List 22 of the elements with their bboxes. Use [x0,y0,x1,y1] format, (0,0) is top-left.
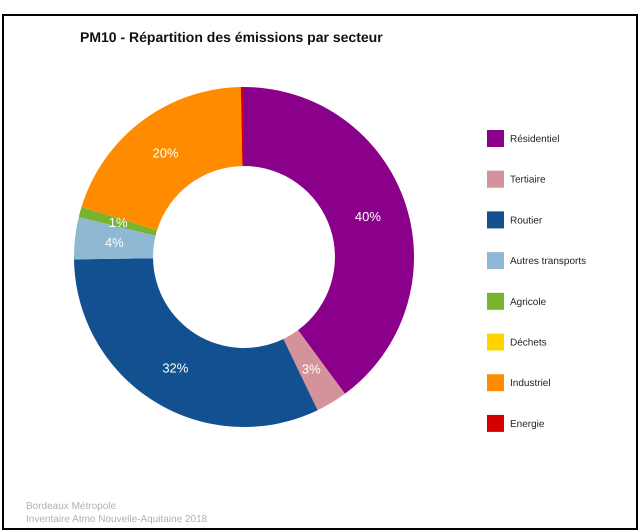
data-label: 32% [162,360,189,376]
text: Bordeaux Métropole [26,501,116,512]
data-label: 4% [104,235,124,250]
data-label: 3% [302,361,322,376]
donut-slice [283,330,345,410]
donut-slice [74,217,156,260]
donut-slice [244,87,414,394]
chart-title: PM10 - Répartition des émissions par secteur [80,29,384,45]
data-label: 20% [152,145,179,160]
donut-slice [240,87,244,166]
donut-slice [82,87,242,230]
legend-label: Energie [510,418,545,430]
donut-slice [78,206,158,236]
legend-label: Autres transports [510,256,586,268]
legend-label: Déchets [510,338,547,348]
legend-label: Tertiaire [510,174,546,186]
data-label: 40% [354,208,382,224]
legend-label: Résidentiel [510,134,560,145]
legend-label: Routier [510,215,543,226]
legend-label: Industriel [510,378,551,390]
legend-label: Agricole [510,296,547,308]
text: Inventaire Atmo Nouvelle-Aquitaine 2018 [26,514,208,525]
